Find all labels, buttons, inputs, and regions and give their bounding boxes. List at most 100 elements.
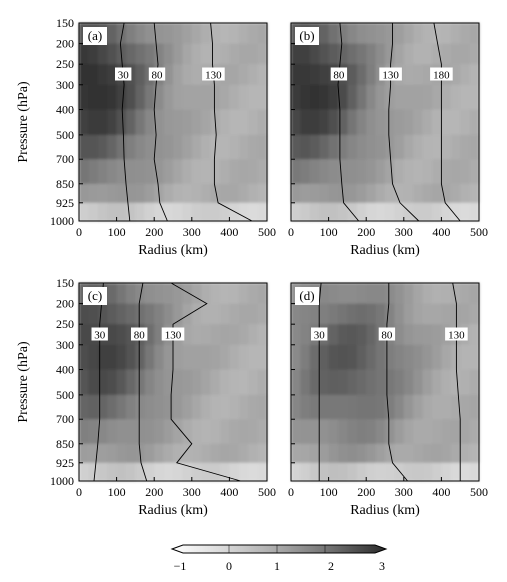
heatmap-cell bbox=[88, 84, 99, 111]
heatmap-cell bbox=[422, 183, 433, 204]
heatmap-cell bbox=[182, 283, 193, 305]
heatmap-cell bbox=[366, 109, 377, 136]
heatmap-cell bbox=[469, 109, 480, 136]
x-tick-label: 100 bbox=[320, 225, 338, 239]
contour-label-bg bbox=[330, 67, 348, 81]
heatmap-cell bbox=[432, 43, 442, 65]
heatmap-cell bbox=[88, 369, 99, 396]
heatmap-cell bbox=[248, 283, 259, 305]
panel-d: 30 80 130 (d) 0 100 200 300 400 500 Radius (km) bbox=[288, 282, 488, 518]
heatmap-cell bbox=[460, 183, 471, 204]
heatmap-cell bbox=[394, 369, 405, 396]
heatmap-cell bbox=[79, 324, 89, 346]
heatmap-cell bbox=[248, 324, 259, 346]
heatmap-cell bbox=[375, 462, 386, 482]
heatmap-cell bbox=[366, 43, 377, 65]
heatmap-cell bbox=[126, 303, 136, 325]
panel-label-bg bbox=[295, 27, 319, 45]
heatmap-cell bbox=[163, 23, 174, 45]
heatmap-cell bbox=[413, 109, 424, 136]
contour-line-30 bbox=[93, 282, 104, 482]
colorbar-tick-label: 2 bbox=[328, 559, 334, 573]
panel-label: (a) bbox=[88, 28, 102, 43]
heatmap-cell bbox=[422, 64, 433, 86]
heatmap-cell bbox=[309, 462, 320, 482]
heatmap-cell bbox=[257, 134, 268, 160]
heatmap-cell bbox=[375, 43, 386, 65]
heatmap-cell bbox=[356, 283, 367, 305]
heatmap-cell bbox=[229, 183, 240, 204]
contour-label-bg bbox=[161, 327, 185, 341]
heatmap-cell bbox=[328, 43, 339, 65]
heatmap-cell bbox=[441, 419, 452, 445]
heatmap-cell bbox=[79, 394, 89, 420]
contour-label-bg bbox=[379, 67, 402, 81]
heatmap-cell bbox=[385, 462, 395, 482]
heatmap-cell bbox=[403, 462, 414, 482]
heatmap-cell bbox=[366, 64, 377, 86]
heatmap-cell bbox=[173, 394, 183, 420]
contour-label: 130 bbox=[382, 70, 399, 82]
heatmap-cell bbox=[347, 283, 358, 305]
heatmap-cell bbox=[229, 159, 240, 185]
heatmap-cell bbox=[238, 202, 249, 222]
heatmap-cell bbox=[191, 303, 202, 325]
heatmap-cell bbox=[450, 394, 461, 420]
y-tick-label: 1000 bbox=[50, 474, 74, 488]
heatmap-cell bbox=[319, 303, 330, 325]
heatmap-cell bbox=[469, 344, 480, 371]
heatmap-cell bbox=[182, 84, 193, 111]
heatmap-cell bbox=[191, 324, 202, 346]
heatmap-cell bbox=[347, 109, 358, 136]
heatmap-cell bbox=[97, 43, 108, 65]
heatmap-cell bbox=[328, 303, 339, 325]
heatmap-cell bbox=[403, 109, 414, 136]
heatmap-cell bbox=[375, 109, 386, 136]
heatmap-cell bbox=[79, 303, 89, 325]
heatmap-cell bbox=[309, 134, 320, 160]
heatmap-cell bbox=[347, 303, 358, 325]
y-tick-label: 250 bbox=[56, 57, 74, 71]
heatmap-cell bbox=[450, 159, 461, 185]
heatmap-cell bbox=[88, 64, 99, 86]
heatmap-cell bbox=[163, 303, 174, 325]
heatmap-cell bbox=[144, 419, 155, 445]
colorbar-tick-label: 3 bbox=[379, 559, 385, 573]
heatmap-cell bbox=[413, 303, 424, 325]
heatmap-cell bbox=[291, 394, 301, 420]
heatmap-cell bbox=[441, 202, 452, 222]
heatmap-cell bbox=[432, 202, 442, 222]
heatmap-cell bbox=[135, 202, 146, 222]
heatmap-cell bbox=[469, 394, 480, 420]
heatmap-cell bbox=[97, 64, 108, 86]
heatmap-cell bbox=[126, 462, 136, 482]
heatmap-cell bbox=[422, 84, 433, 111]
heatmap-cell bbox=[338, 394, 348, 420]
heatmap-cell bbox=[107, 344, 118, 371]
heatmap-cell bbox=[460, 202, 471, 222]
heatmap-cell bbox=[191, 159, 202, 185]
heatmap-cell bbox=[403, 43, 414, 65]
heatmap-cell bbox=[191, 84, 202, 111]
heatmap-cell bbox=[88, 134, 99, 160]
heatmap-cell bbox=[291, 84, 301, 111]
heatmap-cell bbox=[163, 419, 174, 445]
heatmap-cell bbox=[385, 43, 395, 65]
x-axis-label: Radius (km) bbox=[138, 503, 208, 518]
heatmap-cell bbox=[144, 84, 155, 111]
heatmap-cell bbox=[347, 159, 358, 185]
heatmap-cell bbox=[469, 134, 480, 160]
heatmap-cell bbox=[135, 303, 146, 325]
heatmap-cell bbox=[394, 303, 405, 325]
heatmap-cell bbox=[220, 369, 230, 396]
heatmap-cell bbox=[144, 283, 155, 305]
heatmap-cell bbox=[422, 394, 433, 420]
heatmap-cell bbox=[238, 183, 249, 204]
heatmap-cell bbox=[210, 324, 221, 346]
x-axis-label: Radius (km) bbox=[350, 243, 420, 258]
heatmap-cell bbox=[126, 344, 136, 371]
heatmap-cell bbox=[210, 202, 221, 222]
heatmap-cell bbox=[154, 159, 165, 185]
heatmap-cell bbox=[328, 443, 339, 464]
heatmap-cell bbox=[97, 134, 108, 160]
